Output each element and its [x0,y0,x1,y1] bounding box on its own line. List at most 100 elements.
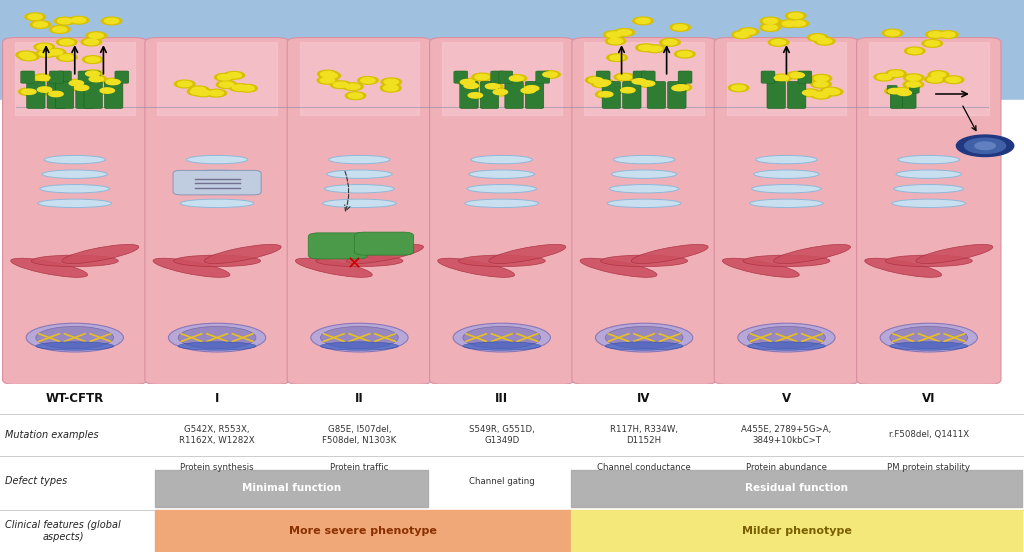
Circle shape [603,31,624,39]
Circle shape [216,81,237,88]
Ellipse shape [346,245,424,263]
Ellipse shape [178,326,256,349]
Circle shape [30,20,50,28]
Circle shape [645,45,666,52]
Circle shape [811,35,825,40]
Circle shape [86,57,100,62]
Ellipse shape [894,184,964,193]
Circle shape [768,39,788,46]
Ellipse shape [173,255,260,267]
Ellipse shape [329,155,390,164]
Circle shape [788,20,809,27]
Bar [14,42,134,115]
Ellipse shape [915,245,993,263]
Bar [584,42,705,115]
Circle shape [943,76,964,83]
Ellipse shape [321,342,398,351]
Circle shape [956,135,1014,157]
Circle shape [22,54,36,60]
Text: Channel gating: Channel gating [469,477,535,486]
Text: A455E, 2789+5G>A,
3849+10kbC>T: A455E, 2789+5G>A, 3849+10kbC>T [741,425,831,445]
Circle shape [34,43,54,51]
Ellipse shape [471,155,532,164]
Circle shape [925,76,945,83]
Ellipse shape [609,184,679,193]
Circle shape [324,73,338,78]
Circle shape [599,92,613,97]
Circle shape [673,25,687,30]
Circle shape [803,90,817,95]
Text: PM protein stability: PM protein stability [887,463,971,473]
Ellipse shape [750,199,823,208]
Circle shape [903,74,924,82]
FancyBboxPatch shape [490,71,505,83]
FancyBboxPatch shape [354,232,414,255]
FancyBboxPatch shape [525,81,544,109]
Ellipse shape [10,258,88,277]
Circle shape [897,90,911,95]
Text: WT-CFTR: WT-CFTR [46,392,103,405]
Bar [0,100,1024,384]
Circle shape [490,88,511,96]
Circle shape [357,77,378,84]
Circle shape [637,79,657,87]
Circle shape [54,17,75,25]
Circle shape [18,53,39,61]
FancyBboxPatch shape [767,81,785,109]
Circle shape [89,76,103,82]
FancyBboxPatch shape [104,81,123,109]
Ellipse shape [748,326,825,349]
Ellipse shape [752,184,821,193]
Circle shape [381,84,401,92]
Ellipse shape [327,170,392,178]
Circle shape [975,142,995,150]
Bar [155,510,571,552]
Ellipse shape [748,342,825,351]
Circle shape [605,37,626,45]
Ellipse shape [463,342,541,351]
Circle shape [46,90,67,98]
FancyBboxPatch shape [47,81,66,109]
Circle shape [728,84,749,92]
Circle shape [102,78,123,86]
Ellipse shape [182,184,252,193]
Ellipse shape [890,342,968,351]
FancyBboxPatch shape [596,71,610,83]
Circle shape [214,73,234,81]
Ellipse shape [325,184,394,193]
Circle shape [28,14,42,19]
Circle shape [663,40,677,45]
Circle shape [614,29,635,36]
Circle shape [224,72,245,79]
Circle shape [381,78,401,86]
Ellipse shape [631,245,709,263]
Circle shape [461,79,475,85]
Circle shape [345,92,366,99]
Circle shape [33,22,47,27]
Circle shape [59,40,74,45]
Circle shape [35,86,55,93]
Ellipse shape [26,323,123,352]
Circle shape [468,93,482,98]
Circle shape [485,83,500,89]
Circle shape [18,88,39,95]
Circle shape [509,76,523,81]
Circle shape [820,87,841,95]
Circle shape [741,29,756,34]
Circle shape [191,87,206,93]
Circle shape [219,82,233,87]
Circle shape [89,33,103,38]
Circle shape [331,81,351,88]
Circle shape [36,50,56,57]
Circle shape [70,81,84,86]
Circle shape [659,39,680,46]
Circle shape [928,71,948,78]
FancyBboxPatch shape [623,81,641,109]
Ellipse shape [42,170,108,178]
Circle shape [384,85,398,91]
Ellipse shape [459,255,545,267]
Ellipse shape [178,342,256,351]
Circle shape [188,86,209,94]
Text: ✕: ✕ [347,256,361,274]
Circle shape [586,76,606,84]
